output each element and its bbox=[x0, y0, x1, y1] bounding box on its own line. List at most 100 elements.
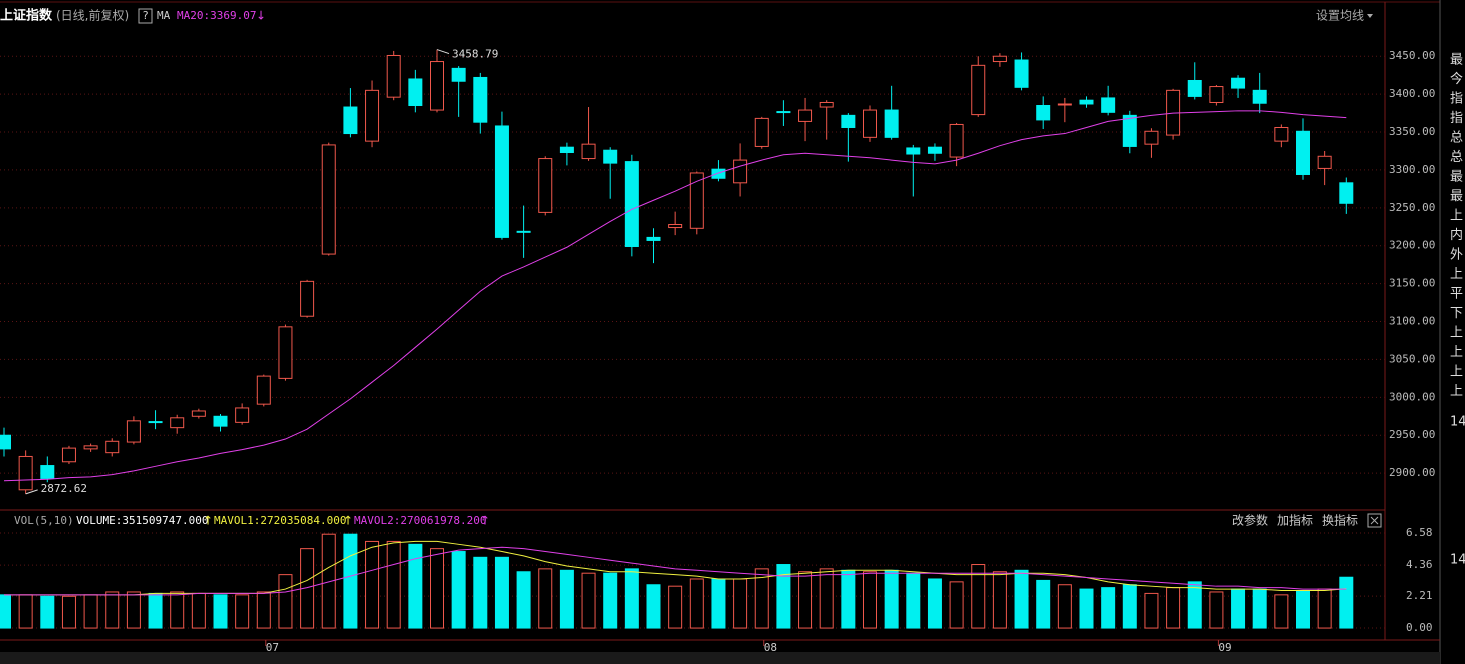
button[interactable]: 加指标 bbox=[1277, 513, 1313, 528]
title: 上证指数 bbox=[0, 8, 53, 24]
volume-bar bbox=[754, 568, 769, 629]
volume-bar bbox=[18, 594, 33, 629]
candle-body bbox=[776, 111, 791, 114]
candle-body bbox=[516, 230, 531, 233]
close-button[interactable] bbox=[1367, 513, 1382, 528]
annotation-arrow bbox=[436, 49, 450, 55]
volume-bar bbox=[1339, 576, 1354, 629]
sidebar-item: 14 bbox=[1450, 415, 1465, 430]
volume-bar bbox=[1231, 588, 1246, 629]
candle-body bbox=[170, 417, 185, 429]
y-tick-label: 3350.00 bbox=[1389, 125, 1435, 138]
volume-bar bbox=[1079, 588, 1094, 629]
volume-bar bbox=[689, 578, 704, 629]
candle-body bbox=[992, 55, 1007, 63]
candle-body bbox=[689, 172, 704, 229]
candle-body bbox=[451, 67, 466, 82]
volume-bar bbox=[949, 581, 964, 629]
candle-body bbox=[61, 447, 76, 463]
candle-body bbox=[126, 420, 141, 443]
candle-body bbox=[841, 114, 856, 128]
y-tick-label: 3150.00 bbox=[1389, 277, 1435, 290]
help[interactable]: ? bbox=[142, 9, 149, 22]
sidebar-item: 上 bbox=[1450, 384, 1463, 399]
volume-bar bbox=[430, 548, 444, 629]
candle-body bbox=[300, 280, 315, 317]
y-tick-label: 6.58 bbox=[1406, 526, 1433, 539]
volume-bar bbox=[1036, 579, 1051, 629]
vol-title: VOL(5,10) bbox=[14, 514, 74, 527]
candle-body bbox=[754, 117, 769, 147]
volume-bar bbox=[494, 556, 509, 629]
volume-bar bbox=[278, 574, 293, 629]
volume-bar bbox=[538, 568, 553, 629]
candle-body bbox=[430, 61, 444, 111]
candle-body bbox=[235, 407, 250, 423]
volume-bar bbox=[971, 564, 986, 629]
volume-bar bbox=[733, 578, 748, 629]
candle-body bbox=[1187, 79, 1202, 97]
volume-bar bbox=[235, 594, 250, 629]
candle-body bbox=[1079, 99, 1094, 105]
volume-bar bbox=[321, 533, 336, 629]
y-tick-label: 3050.00 bbox=[1389, 352, 1435, 365]
volume-bar bbox=[365, 540, 380, 629]
candle-body bbox=[1317, 155, 1332, 169]
candle-body bbox=[40, 465, 55, 479]
button[interactable]: 换指标 bbox=[1322, 513, 1358, 528]
volume-bar bbox=[603, 572, 618, 629]
volume-bar bbox=[256, 591, 271, 629]
candle-body bbox=[148, 421, 163, 424]
candle-body bbox=[343, 106, 358, 135]
candle-body bbox=[668, 224, 683, 229]
volume-bar bbox=[1101, 587, 1116, 629]
volume-bar bbox=[819, 568, 834, 629]
volume-bar bbox=[841, 569, 856, 629]
y-tick-label: 4.36 bbox=[1406, 558, 1433, 571]
candle-body bbox=[256, 375, 271, 405]
volume-bar bbox=[863, 571, 877, 629]
y-tick-label: 3000.00 bbox=[1389, 390, 1435, 403]
volume-bar bbox=[170, 591, 185, 629]
volume-bar bbox=[668, 585, 683, 629]
candle-body bbox=[1231, 77, 1246, 89]
y-tick-label: 2.21 bbox=[1406, 589, 1433, 602]
button[interactable]: 改参数 bbox=[1232, 513, 1268, 528]
volume-bar bbox=[646, 584, 661, 629]
candle-body bbox=[949, 123, 964, 158]
volume-bar bbox=[581, 572, 596, 629]
candle-body bbox=[906, 147, 921, 155]
candle-body bbox=[1144, 130, 1159, 145]
volume-bar bbox=[1014, 569, 1029, 629]
sidebar-item: 平 bbox=[1450, 287, 1463, 302]
candle-body bbox=[1057, 103, 1072, 106]
help-box[interactable] bbox=[138, 8, 153, 24]
candle-body bbox=[408, 78, 423, 107]
volume-bar bbox=[1274, 594, 1289, 629]
volume-bar bbox=[1144, 592, 1159, 629]
x-tick-label: 07 bbox=[266, 641, 279, 654]
ma-line bbox=[3, 110, 1347, 482]
volume-bar bbox=[300, 548, 315, 629]
sidebar-item: 最 bbox=[1450, 189, 1463, 204]
sidebar-item: 14 bbox=[1450, 553, 1465, 568]
sidebar-item: 最 bbox=[1450, 53, 1463, 68]
vol-arrow: ↑ bbox=[203, 514, 213, 528]
volume-bar bbox=[1209, 591, 1224, 629]
volume-bar bbox=[386, 540, 401, 629]
candle-body bbox=[386, 54, 401, 98]
volume-bar bbox=[126, 591, 141, 629]
candle-body bbox=[1252, 89, 1267, 104]
ma-arrow: ↓ bbox=[256, 9, 266, 23]
sidebar-item: 上 bbox=[1450, 267, 1463, 282]
candle-body bbox=[1101, 97, 1116, 113]
annotation: 2872.62 bbox=[41, 482, 87, 495]
sidebar-item: 上 bbox=[1450, 326, 1463, 341]
candle-body bbox=[494, 125, 509, 238]
candle-body bbox=[1209, 86, 1224, 103]
settings-button[interactable]: 设置均线 bbox=[1316, 9, 1364, 23]
volume-bar bbox=[408, 543, 423, 629]
candle-body bbox=[1296, 130, 1310, 175]
